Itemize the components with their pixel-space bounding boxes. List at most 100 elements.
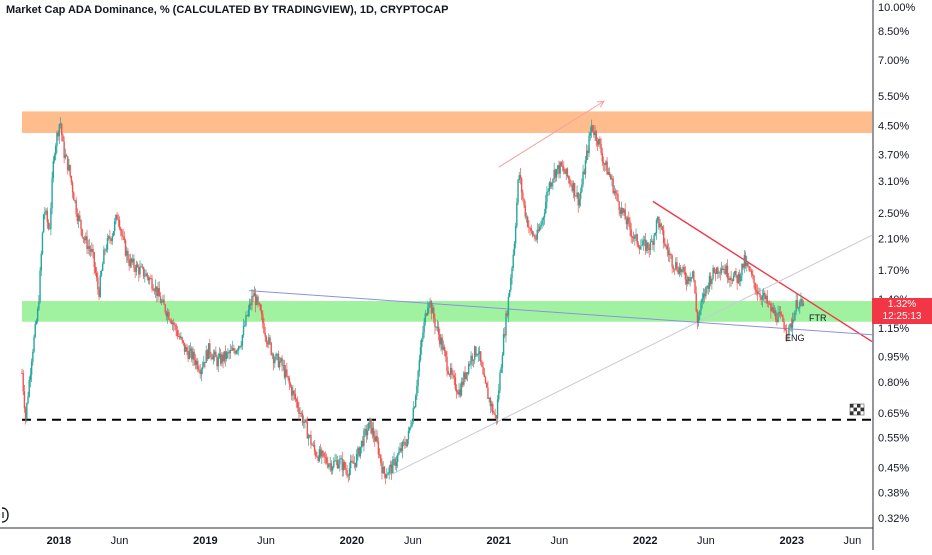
candle-body bbox=[608, 172, 611, 176]
candle-body bbox=[750, 270, 753, 275]
candle-body bbox=[782, 315, 784, 322]
x-tick-label: Jun bbox=[697, 535, 715, 547]
candle-body bbox=[284, 369, 287, 378]
candle-body bbox=[275, 353, 277, 360]
drawing-tool-icon[interactable] bbox=[0, 505, 10, 525]
candle-body bbox=[640, 246, 642, 250]
candle-body bbox=[694, 280, 696, 294]
candle-body bbox=[181, 337, 183, 341]
candle-body bbox=[647, 242, 649, 249]
candle-body bbox=[65, 154, 68, 157]
candle-body bbox=[535, 238, 537, 240]
candle-body bbox=[377, 441, 380, 455]
candle-body bbox=[286, 369, 288, 376]
candle-body bbox=[250, 303, 252, 306]
candle-body bbox=[256, 296, 258, 305]
candle-body bbox=[297, 401, 299, 408]
candle-body bbox=[730, 277, 732, 281]
candle-body bbox=[470, 355, 472, 365]
candle-body bbox=[158, 288, 160, 297]
candle-body bbox=[719, 272, 722, 274]
candle-body bbox=[346, 470, 348, 476]
candle-body bbox=[44, 211, 46, 215]
price-axis[interactable]: 10.00% 8.50% 7.00% 5.50% 4.50% 3.70% 3.10% 2.50… bbox=[872, 0, 916, 550]
checkered-flag-icon[interactable] bbox=[849, 403, 865, 416]
candle-body bbox=[290, 386, 293, 396]
x-tick-label: 2022 bbox=[633, 535, 657, 547]
candle-body bbox=[416, 385, 418, 396]
candle-body bbox=[32, 351, 34, 362]
candle-body bbox=[85, 236, 87, 241]
candle-body bbox=[572, 183, 575, 192]
candle-body bbox=[152, 288, 154, 291]
candle-body bbox=[224, 351, 227, 359]
candle-body bbox=[337, 464, 340, 469]
candle-body bbox=[696, 311, 699, 324]
candle-body bbox=[162, 299, 164, 302]
candle-body bbox=[567, 176, 570, 179]
candle-body bbox=[247, 309, 250, 316]
candle-body bbox=[188, 350, 191, 359]
candle-body bbox=[575, 195, 577, 197]
candle-body bbox=[758, 293, 760, 295]
time-axis[interactable]: 2018 Jun 2019 Jun 2020 Jun 2021 Jun 2022 Jun 2023 J… bbox=[0, 527, 873, 547]
candle-body bbox=[349, 460, 352, 469]
candle-body bbox=[123, 237, 126, 241]
candle-body bbox=[564, 171, 566, 174]
candle-body bbox=[68, 164, 70, 171]
candle-body bbox=[221, 354, 223, 364]
candle-body bbox=[79, 215, 81, 221]
candle-body bbox=[419, 347, 422, 361]
candle-body bbox=[514, 226, 517, 244]
candle-body bbox=[799, 302, 801, 308]
candle-body bbox=[21, 372, 23, 374]
candle-body bbox=[665, 245, 667, 247]
candle-body bbox=[518, 175, 520, 180]
candle-body bbox=[153, 290, 156, 292]
candle-body bbox=[536, 229, 538, 240]
candle-body bbox=[736, 275, 738, 284]
candle-body bbox=[508, 290, 511, 297]
candle-body bbox=[360, 440, 363, 447]
candle-body bbox=[681, 269, 683, 273]
candle-body bbox=[724, 269, 726, 275]
candle-body bbox=[461, 381, 464, 385]
candle-body bbox=[530, 228, 532, 232]
candle-body bbox=[216, 357, 218, 367]
candle-body bbox=[454, 377, 457, 390]
candle-body bbox=[271, 354, 274, 356]
candle-body bbox=[321, 450, 323, 457]
candle-body bbox=[671, 255, 673, 267]
y-tick-label: 2.50% bbox=[878, 208, 909, 220]
candle-body bbox=[46, 210, 48, 223]
candle-body bbox=[447, 371, 449, 375]
candle-body bbox=[58, 124, 61, 137]
candle-body bbox=[39, 270, 41, 302]
candle-body bbox=[244, 325, 246, 327]
candle-body bbox=[771, 307, 773, 312]
candle-body bbox=[112, 231, 115, 237]
candle-body bbox=[253, 293, 256, 297]
candle-body bbox=[55, 146, 57, 156]
candle-body bbox=[722, 268, 724, 271]
candle-body bbox=[94, 266, 97, 273]
candle-body bbox=[165, 312, 168, 317]
x-tick-label: 2020 bbox=[340, 535, 364, 547]
candle-body bbox=[449, 367, 452, 375]
projection-arrow bbox=[498, 100, 605, 168]
candle-body bbox=[110, 239, 112, 242]
candle-body bbox=[754, 282, 756, 291]
candle-body bbox=[260, 310, 263, 315]
candle-body bbox=[105, 249, 107, 251]
candle-body bbox=[150, 278, 152, 280]
candle-body bbox=[540, 224, 542, 227]
candle-body bbox=[660, 223, 663, 227]
candle-body bbox=[122, 235, 124, 238]
candle-body bbox=[114, 221, 116, 232]
candle-body bbox=[520, 178, 523, 193]
candle-body bbox=[258, 302, 260, 305]
candle-body bbox=[423, 321, 425, 333]
candle-body bbox=[755, 290, 758, 292]
